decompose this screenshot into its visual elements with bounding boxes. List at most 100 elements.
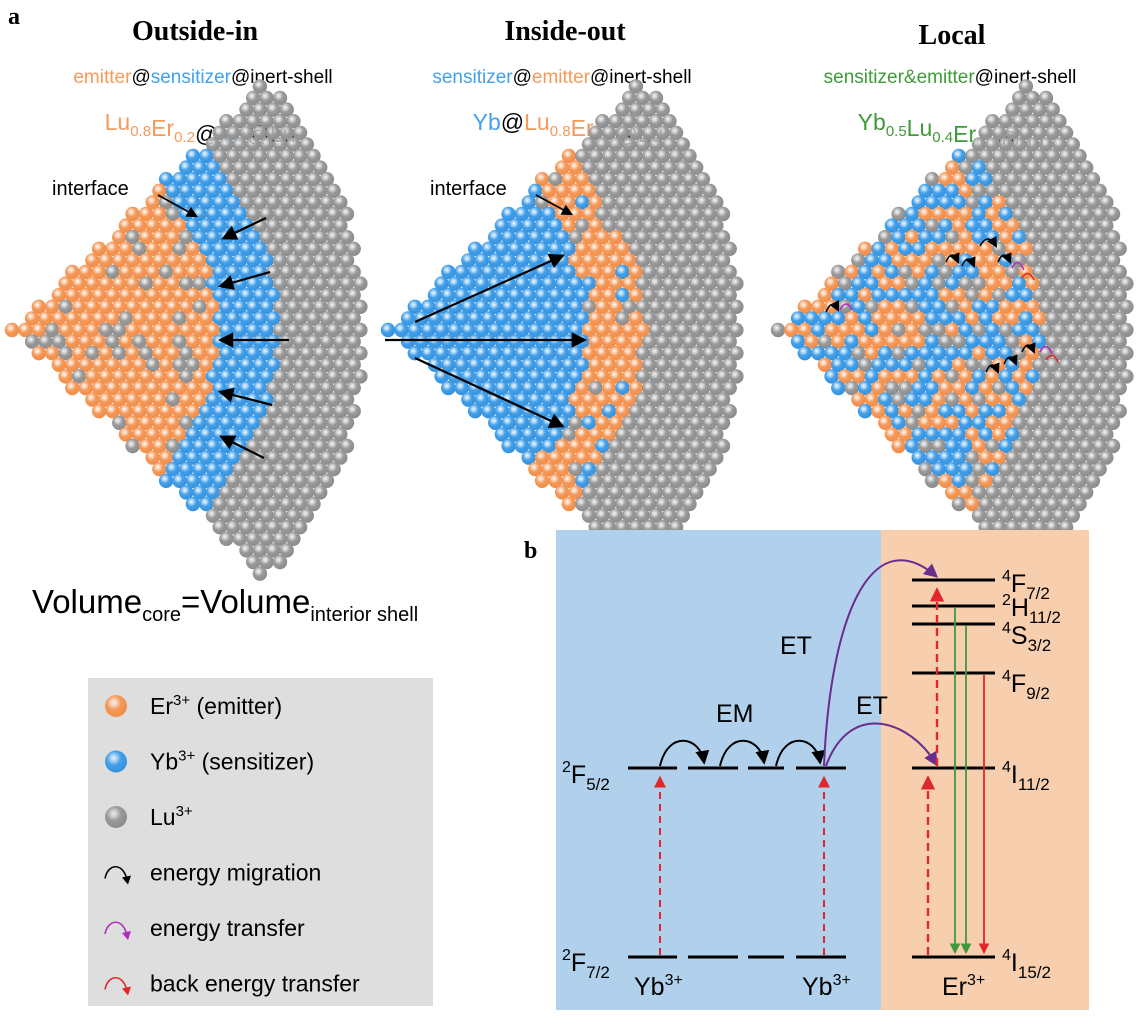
ion-dot [938,450,953,465]
ion-dot [292,380,308,396]
ion-dot [179,369,194,384]
ion-dot [1012,508,1027,523]
ion-dot [1045,264,1060,280]
ion-dot [514,230,530,245]
ion-dot [292,520,308,535]
ion-dot [628,427,644,442]
er-panel [881,530,1089,1010]
ion-dot [662,415,677,430]
ion-dot [71,322,87,338]
ion-dot [924,473,940,488]
ion-dot [165,392,180,407]
ion-dot [695,334,711,349]
ion-dot [1005,311,1020,326]
interface-pointer [157,194,198,218]
ion-dot [1038,508,1054,523]
ion-dot [488,415,503,430]
ion-dot [655,218,670,233]
ion-dot [595,183,610,198]
ion-dot [904,392,920,407]
ion-dot [931,369,946,384]
ion-dot [306,288,321,303]
ion-dot [246,322,261,338]
ion-dot [205,346,221,361]
ion-dot [132,311,147,326]
transfer-arrow [839,303,853,311]
ion-dot [145,450,160,465]
scheme-title: Inside-out [504,16,626,47]
ion-dot [548,380,563,396]
ion-dot [628,473,644,488]
ion-dot [595,230,610,245]
ion-dot [668,334,684,349]
ion-dot [441,288,456,303]
ion-dot [239,148,254,164]
ion-dot [501,415,516,430]
ion-dot [642,404,657,419]
ion-dot [601,148,617,164]
ion-dot [635,485,650,500]
ion-dot [715,299,731,314]
ion-dot [978,473,993,488]
ion-dot [481,241,496,256]
ion-dot [1018,450,1034,465]
ion-dot [266,195,281,210]
ion-dot [898,404,913,419]
ion-dot [702,369,717,384]
formula-word: @inert-shell [975,67,1077,88]
ion-dot [918,438,933,454]
ion-dot [85,253,100,268]
ion-dot [125,415,140,430]
ion-dot [1079,183,1094,198]
ion-dot [1045,311,1060,326]
ion-dot [715,230,731,245]
ion-dot [313,369,328,384]
ion-dot [185,195,201,210]
ion-dot [871,404,886,419]
ion-dot [279,172,294,187]
ion-dot [1012,137,1027,152]
ion-dot [1012,415,1027,430]
ion-dot [259,253,274,268]
ion-dot [958,230,973,245]
ion-dot [501,206,516,222]
ion-dot [662,276,677,291]
ion-dot [185,473,201,488]
ion-dot [1038,415,1054,430]
ion-dot [1052,206,1067,222]
ion-dot [668,404,684,419]
ion-dot [642,473,657,488]
ion-dot [192,160,207,175]
ion-dot [380,322,396,338]
ion-dot [333,195,348,210]
ion-dot [185,241,201,256]
ion-dot [965,148,980,164]
ion-dot [817,334,833,349]
ion-dot [454,380,469,396]
ion-dot [1072,427,1087,442]
ion-dot [1085,288,1101,303]
ion-dot [1045,380,1060,396]
ion-dot [225,148,241,164]
ion-dot [299,438,314,454]
ion-dot [938,473,953,488]
ion-dot [642,311,657,326]
ion-dot [655,380,670,396]
ion-dot [985,322,1000,338]
ion-dot [313,206,328,222]
ion-dot [239,496,254,512]
ion-dot [595,276,610,291]
ion-dot [1079,206,1094,222]
ion-dot [871,334,886,349]
ion-dot [246,276,261,291]
ion-dot [668,427,684,442]
ion-dot [1045,125,1060,140]
ion-dot [1092,206,1107,222]
ion-label: Er3+ [942,972,985,1001]
ion-dot [555,322,570,338]
ion-dot [911,427,926,442]
ion-dot [85,276,100,291]
ion-dot [326,206,341,222]
ion-dot [165,438,180,454]
ion-dot [179,392,194,407]
